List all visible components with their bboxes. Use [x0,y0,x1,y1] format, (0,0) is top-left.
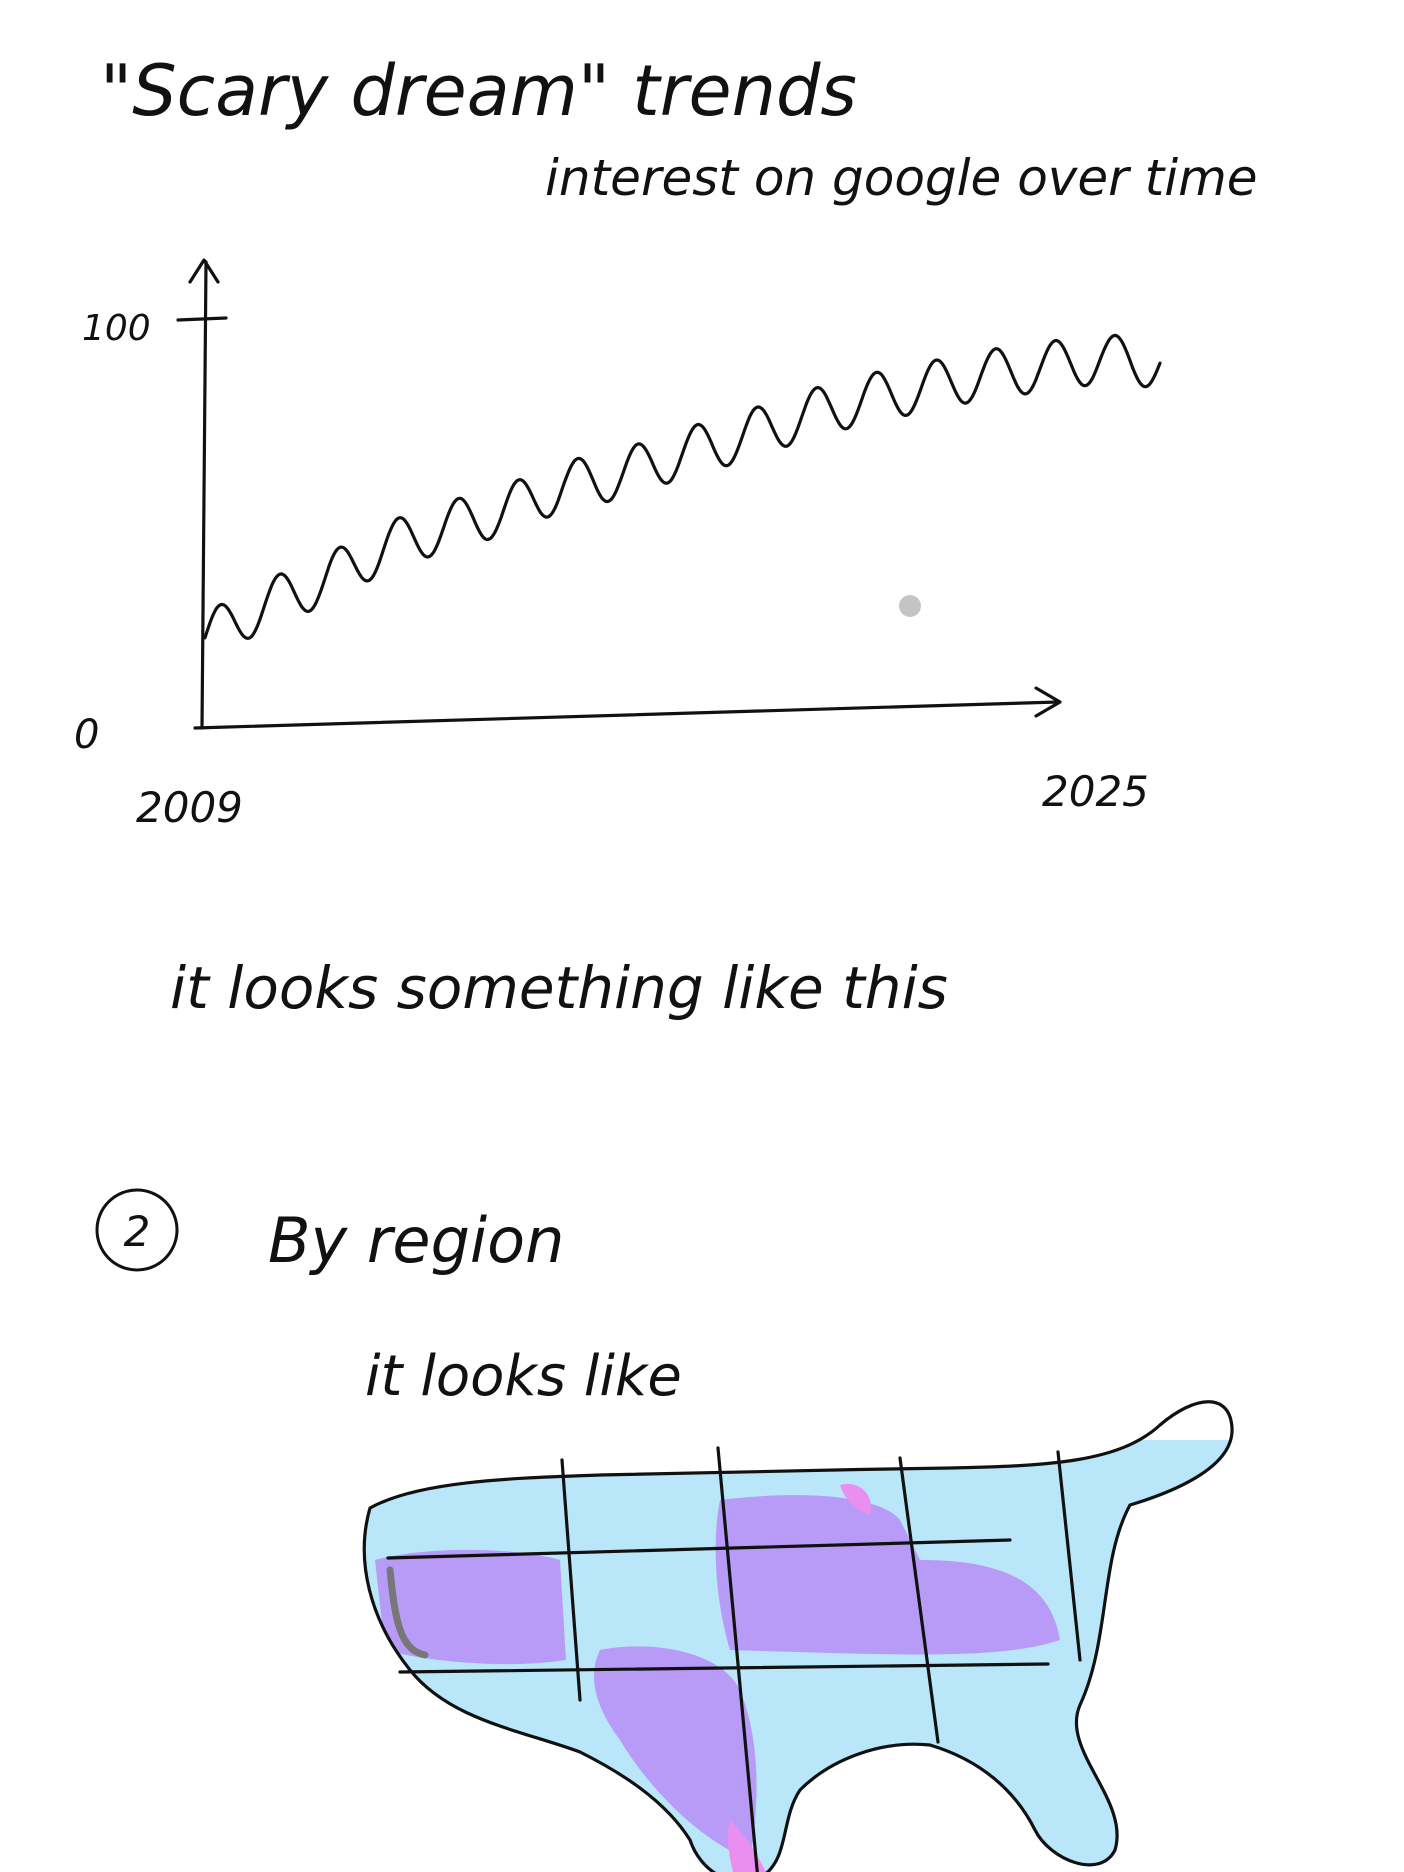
stray-dot [899,595,921,617]
map-region-high-west [375,1549,566,1665]
section-number: 2 [124,1207,151,1256]
series-line-interest [203,333,1162,640]
chart-title: "Scary dream" trends [100,50,857,132]
chart-annotation: it looks something like this [170,954,948,1022]
section-2-caption: it looks like [365,1344,682,1409]
y-tick-label-min: 0 [74,712,99,758]
section-2-heading: By region [268,1204,564,1277]
map-outline [362,1400,1234,1872]
map-region-high-south [594,1646,757,1860]
map-grid-lines [386,1446,1082,1872]
y-tick-label-max: 100 [82,308,151,349]
section-number-circle [95,1188,179,1272]
region-map [362,1400,1234,1872]
x-tick-label-start: 2009 [136,783,243,832]
section-2-heading-group: 2 By region [95,1188,564,1277]
map-accent-south [727,1820,770,1872]
map-region-high-central [715,1495,1060,1655]
y-axis [176,258,228,730]
map-pencil-stroke [386,1566,429,1659]
x-tick-label-end: 2025 [1042,767,1149,816]
chart-subtitle: interest on google over time [545,149,1258,207]
map-accent-north [840,1484,871,1515]
x-axis [193,686,1062,730]
